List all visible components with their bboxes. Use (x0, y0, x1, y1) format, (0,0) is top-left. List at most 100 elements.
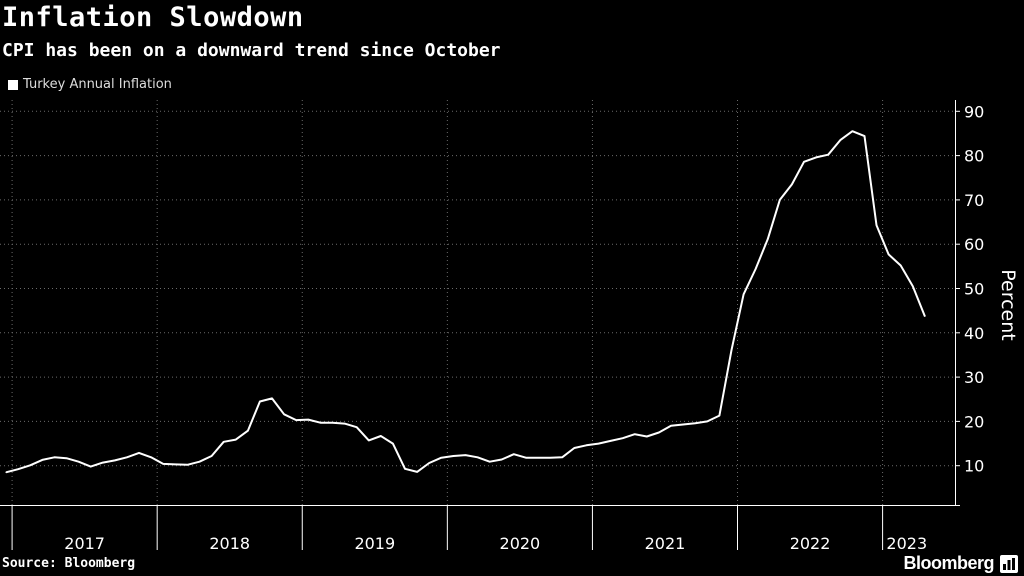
data-point (718, 415, 721, 417)
data-point (573, 447, 575, 449)
y-tick-label: 70 (964, 191, 984, 210)
data-point (863, 135, 866, 137)
data-point (247, 430, 249, 432)
data-point (706, 420, 708, 422)
data-point (186, 464, 188, 466)
data-point (5, 471, 7, 473)
data-point (610, 440, 612, 442)
brand-logo: Bloomberg (903, 553, 1018, 574)
y-tick-label: 20 (964, 412, 984, 431)
y-tick-label: 90 (964, 102, 984, 121)
data-point (259, 400, 261, 403)
y-tick-label: 30 (964, 368, 984, 387)
source-note: Source: Bloomberg (2, 556, 136, 571)
data-point (888, 253, 890, 255)
legend-label: Turkey Annual Inflation (23, 77, 172, 92)
data-point (41, 459, 43, 461)
x-tick-label: 2019 (354, 534, 395, 553)
data-point (416, 471, 418, 473)
data-point (331, 422, 334, 424)
data-point (537, 457, 539, 459)
brand-name: Bloomberg (903, 553, 994, 573)
data-point (283, 413, 285, 415)
x-tick-label: 2018 (209, 534, 250, 553)
data-point (803, 161, 805, 163)
legend: Turkey Annual Inflation (8, 77, 172, 92)
data-point (549, 457, 551, 459)
legend-swatch (8, 79, 18, 90)
data-point (791, 183, 793, 185)
data-point (53, 456, 56, 458)
data-point (658, 431, 660, 434)
data-point (513, 453, 515, 455)
data-point (489, 461, 491, 463)
bloomberg-terminal-icon (1000, 554, 1018, 573)
data-point (634, 433, 636, 435)
data-point (295, 419, 297, 421)
data-point (174, 463, 176, 465)
data-point (428, 462, 430, 464)
data-point (585, 444, 588, 446)
x-tick-label: 2023 (886, 534, 927, 553)
data-point (114, 459, 116, 461)
data-point (815, 156, 817, 158)
data-point (730, 349, 733, 351)
data-point (682, 423, 684, 426)
data-point (839, 139, 841, 141)
data-point (102, 462, 104, 464)
data-point (319, 422, 321, 424)
data-point (404, 468, 406, 470)
data-point (90, 466, 92, 468)
data-point (78, 461, 80, 463)
data-point (452, 455, 454, 457)
data-point (368, 439, 370, 441)
data-point (755, 268, 757, 270)
data-point (271, 397, 273, 399)
data-point (827, 154, 829, 156)
data-point (561, 456, 563, 458)
data-point (875, 224, 878, 226)
data-point (356, 426, 358, 428)
data-point (646, 435, 648, 438)
data-point (525, 457, 527, 459)
series-line (5, 130, 926, 474)
data-point (198, 461, 201, 463)
data-point (597, 443, 600, 445)
data-point (900, 264, 902, 267)
x-tick-label: 2022 (790, 534, 831, 553)
data-point (223, 441, 225, 443)
data-point (235, 439, 237, 441)
data-point (622, 437, 624, 439)
x-tick-label: 2021 (645, 534, 686, 553)
data-point (162, 463, 164, 465)
data-point (126, 456, 128, 458)
data-point (380, 435, 382, 437)
data-point (912, 285, 914, 287)
y-axis-title: Percent (997, 269, 1019, 341)
data-point (65, 457, 68, 459)
data-point (440, 457, 442, 459)
data-point (694, 422, 696, 424)
data-point (464, 454, 467, 456)
axes: 10 20 30 40 50 60 70 80 90 2017 2018 2019 2020 2021 20… (0, 100, 1019, 553)
data-point (17, 468, 19, 470)
y-tick-label: 80 (964, 147, 984, 166)
data-point (150, 456, 152, 458)
data-point (779, 199, 781, 201)
chart-subtitle: CPI has been on a downward trend since O… (2, 40, 501, 61)
data-point (924, 315, 926, 317)
data-point (211, 455, 213, 457)
x-tick-label: 2017 (64, 534, 105, 553)
data-point (851, 130, 854, 132)
y-tick-label: 60 (964, 235, 984, 254)
y-tick-label: 50 (964, 280, 984, 299)
data-point (477, 456, 479, 458)
x-tick-label: 2020 (500, 534, 541, 553)
data-point (501, 458, 503, 461)
page-title: Inflation Slowdown (2, 2, 304, 33)
data-point (670, 425, 672, 427)
data-point (29, 464, 31, 466)
data-point (392, 443, 394, 445)
data-point (344, 423, 346, 425)
